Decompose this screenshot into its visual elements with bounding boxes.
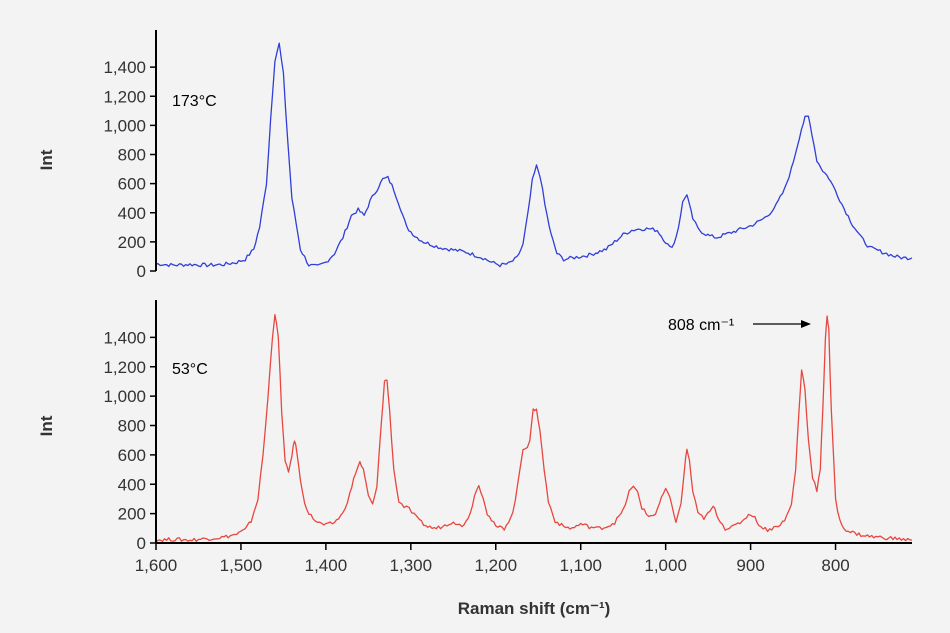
- y-tick-label: 0: [137, 262, 146, 281]
- bottom-temperature-label: 53°C: [172, 361, 208, 378]
- top-spectrum-panel: 0 200 400 600 800 1,000 1,200 1,400 Int 173°C: [37, 30, 913, 281]
- y-tick-label: 800: [118, 417, 146, 436]
- x-tick-label: 1,600: [135, 556, 178, 575]
- y-tick-label: 400: [118, 204, 146, 223]
- y-tick-label: 600: [118, 175, 146, 194]
- top-temperature-label: 173°C: [172, 93, 217, 110]
- x-axis-title: Raman shift (cm⁻¹): [458, 599, 611, 618]
- bottom-x-axis-ticks: 1,600 1,500 1,400 1,300 1,200 1,100 1,000 900 80…: [135, 543, 850, 575]
- peak-annotation-label: 808 cm⁻¹: [668, 317, 734, 334]
- x-tick-label: 1,400: [305, 556, 348, 575]
- peak-annotation-arrowhead: [801, 320, 811, 328]
- y-tick-label: 1,000: [103, 116, 146, 135]
- y-tick-label: 600: [118, 446, 146, 465]
- y-tick-label: 1,400: [103, 58, 146, 77]
- y-tick-label: 0: [137, 534, 146, 553]
- x-tick-label: 1,000: [644, 556, 687, 575]
- y-tick-label: 1,000: [103, 387, 146, 406]
- bottom-spectrum-line: [155, 314, 913, 543]
- y-tick-label: 1,200: [103, 87, 146, 106]
- top-spectrum-line: [155, 42, 913, 268]
- y-tick-label: 1,200: [103, 358, 146, 377]
- top-y-axis-title: Int: [37, 149, 56, 170]
- x-tick-label: 1,500: [220, 556, 263, 575]
- y-tick-label: 200: [118, 505, 146, 524]
- x-tick-label: 1,300: [390, 556, 433, 575]
- y-tick-label: 400: [118, 475, 146, 494]
- y-tick-label: 1,400: [103, 328, 146, 347]
- top-y-axis-ticks: 0 200 400 600 800 1,000 1,200 1,400: [103, 58, 156, 281]
- y-tick-label: 200: [118, 233, 146, 252]
- bottom-y-axis-title: Int: [37, 415, 56, 436]
- bottom-y-axis-ticks: 0 200 400 600 800 1,000 1,200 1,400: [103, 328, 156, 553]
- x-tick-label: 800: [821, 556, 849, 575]
- x-tick-label: 1,200: [475, 556, 518, 575]
- x-tick-label: 1,100: [559, 556, 602, 575]
- x-tick-label: 900: [736, 556, 764, 575]
- y-tick-label: 800: [118, 146, 146, 165]
